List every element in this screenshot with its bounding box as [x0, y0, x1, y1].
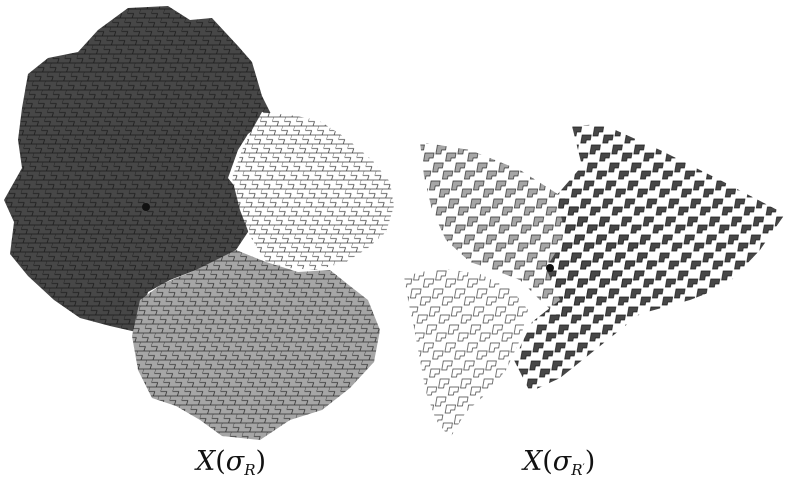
left-caption-symbol: X — [196, 446, 215, 477]
right-caption-subscript: R — [571, 461, 582, 479]
left-origin-dot — [142, 203, 150, 211]
right-caption-symbol: X — [523, 446, 542, 477]
right-origin-dot — [546, 264, 554, 272]
left-tiling — [0, 0, 410, 450]
right-caption: X(σR′) — [523, 448, 595, 478]
left-caption-sigma: σ — [226, 446, 244, 477]
right-caption-sigma: σ — [553, 446, 571, 477]
left-caption-subscript: R — [244, 461, 255, 479]
right-caption-prime: ′ — [583, 463, 585, 474]
right-tiling — [400, 110, 787, 450]
left-caption: X(σR) — [196, 448, 266, 478]
